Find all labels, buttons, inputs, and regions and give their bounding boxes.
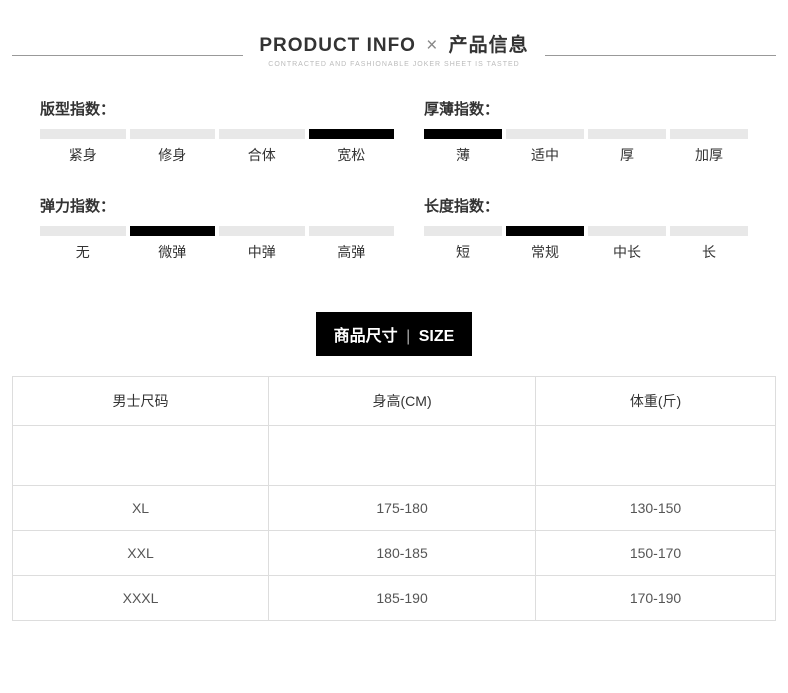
scale-item: 长 bbox=[670, 226, 748, 262]
scale-item: 薄 bbox=[424, 129, 502, 165]
table-cell bbox=[536, 426, 776, 486]
scale-item: 微弹 bbox=[130, 226, 216, 262]
scale-label: 薄 bbox=[424, 145, 502, 165]
scale-bar bbox=[130, 129, 216, 139]
scale-label: 修身 bbox=[130, 145, 216, 165]
scale-label: 中长 bbox=[588, 242, 666, 262]
index-title: 版型指数： bbox=[40, 98, 394, 119]
index-title: 长度指数： bbox=[424, 195, 748, 216]
table-cell: 180-185 bbox=[269, 531, 536, 576]
scale-bar bbox=[670, 226, 748, 236]
table-cell: 175-180 bbox=[269, 486, 536, 531]
scale-item: 修身 bbox=[130, 129, 216, 165]
scale-bar bbox=[219, 226, 305, 236]
scale-bar bbox=[130, 226, 216, 236]
title-left: PRODUCT INFO bbox=[259, 35, 416, 56]
index-scale: 无微弹中弹高弹 bbox=[40, 226, 394, 262]
scale-label: 适中 bbox=[506, 145, 584, 165]
table-row: XXXL185-190170-190 bbox=[13, 576, 776, 621]
table-cell: 185-190 bbox=[269, 576, 536, 621]
scale-bar bbox=[506, 226, 584, 236]
table-header-cell: 身高(CM) bbox=[269, 377, 536, 426]
scale-bar bbox=[309, 129, 395, 139]
table-cell bbox=[269, 426, 536, 486]
scale-label: 中弹 bbox=[219, 242, 305, 262]
index-title: 厚薄指数： bbox=[424, 98, 748, 119]
scale-item: 紧身 bbox=[40, 129, 126, 165]
title-right: 产品信息 bbox=[449, 35, 529, 56]
scale-item: 厚 bbox=[588, 129, 666, 165]
table-cell: XL bbox=[13, 486, 269, 531]
size-heading-right: SIZE bbox=[419, 328, 455, 345]
table-row: XL175-180130-150 bbox=[13, 486, 776, 531]
table-cell: XXL bbox=[13, 531, 269, 576]
scale-item: 短 bbox=[424, 226, 502, 262]
scale-item: 中长 bbox=[588, 226, 666, 262]
index-scale: 短常规中长长 bbox=[424, 226, 748, 262]
scale-bar bbox=[424, 226, 502, 236]
size-table: 男士尺码身高(CM)体重(斤)XL175-180130-150XXL180-18… bbox=[12, 376, 776, 621]
scale-bar bbox=[424, 129, 502, 139]
size-heading: 商品尺寸 | SIZE bbox=[316, 312, 473, 356]
scale-item: 无 bbox=[40, 226, 126, 262]
scale-item: 常规 bbox=[506, 226, 584, 262]
scale-bar bbox=[670, 129, 748, 139]
scale-bar bbox=[506, 129, 584, 139]
scale-item: 高弹 bbox=[309, 226, 395, 262]
scale-bar bbox=[40, 226, 126, 236]
scale-bar bbox=[588, 129, 666, 139]
index-block: 厚薄指数： 薄适中厚加厚 bbox=[394, 98, 748, 165]
scale-bar bbox=[219, 129, 305, 139]
header: PRODUCT INFO × 产品信息 CONTRACTED AND FASHI… bbox=[0, 0, 788, 78]
table-cell: XXXL bbox=[13, 576, 269, 621]
scale-label: 加厚 bbox=[670, 145, 748, 165]
scale-label: 紧身 bbox=[40, 145, 126, 165]
table-row bbox=[13, 426, 776, 486]
scale-bar bbox=[588, 226, 666, 236]
scale-label: 无 bbox=[40, 242, 126, 262]
index-title: 弹力指数： bbox=[40, 195, 394, 216]
scale-label: 微弹 bbox=[130, 242, 216, 262]
index-section: 版型指数：紧身修身合体宽松厚薄指数：薄适中厚加厚弹力指数：无微弹中弹高弹长度指数… bbox=[0, 78, 788, 302]
title-separator: × bbox=[426, 35, 438, 56]
scale-item: 中弹 bbox=[219, 226, 305, 262]
scale-item: 宽松 bbox=[309, 129, 395, 165]
scale-bar bbox=[309, 226, 395, 236]
page-title: PRODUCT INFO × 产品信息 bbox=[243, 30, 544, 57]
scale-item: 加厚 bbox=[670, 129, 748, 165]
scale-label: 长 bbox=[670, 242, 748, 262]
index-block: 长度指数： 短常规中长长 bbox=[394, 195, 748, 262]
table-cell bbox=[13, 426, 269, 486]
table-header-row: 男士尺码身高(CM)体重(斤) bbox=[13, 377, 776, 426]
scale-bar bbox=[40, 129, 126, 139]
table-header-cell: 体重(斤) bbox=[536, 377, 776, 426]
index-scale: 薄适中厚加厚 bbox=[424, 129, 748, 165]
header-subtitle: CONTRACTED AND FASHIONABLE JOKER SHEET I… bbox=[0, 61, 788, 68]
size-heading-left: 商品尺寸 bbox=[334, 328, 398, 345]
table-cell: 150-170 bbox=[536, 531, 776, 576]
scale-label: 合体 bbox=[219, 145, 305, 165]
index-scale: 紧身修身合体宽松 bbox=[40, 129, 394, 165]
index-block: 版型指数： 紧身修身合体宽松 bbox=[40, 98, 394, 165]
table-cell: 130-150 bbox=[536, 486, 776, 531]
scale-label: 常规 bbox=[506, 242, 584, 262]
scale-label: 高弹 bbox=[309, 242, 395, 262]
index-block: 弹力指数： 无微弹中弹高弹 bbox=[40, 195, 394, 262]
size-heading-sep: | bbox=[406, 328, 410, 345]
table-row: XXL180-185150-170 bbox=[13, 531, 776, 576]
scale-label: 厚 bbox=[588, 145, 666, 165]
size-heading-wrap: 商品尺寸 | SIZE bbox=[0, 312, 788, 356]
table-cell: 170-190 bbox=[536, 576, 776, 621]
table-header-cell: 男士尺码 bbox=[13, 377, 269, 426]
scale-item: 适中 bbox=[506, 129, 584, 165]
scale-label: 宽松 bbox=[309, 145, 395, 165]
scale-item: 合体 bbox=[219, 129, 305, 165]
scale-label: 短 bbox=[424, 242, 502, 262]
